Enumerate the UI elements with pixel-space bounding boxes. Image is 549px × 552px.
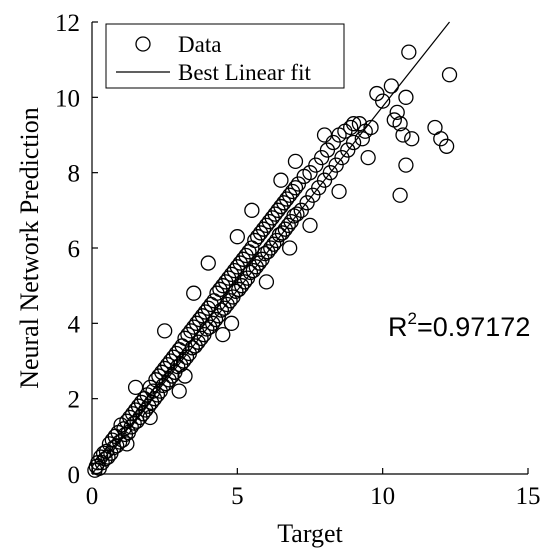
data-point [236, 274, 253, 290]
data-point [287, 180, 304, 196]
data-point [438, 138, 455, 154]
x-axis-title: Target [277, 519, 343, 548]
r-squared-base: R [388, 312, 408, 342]
data-point [170, 358, 186, 375]
data-point [123, 419, 139, 435]
data-point [171, 383, 187, 399]
data-point [345, 116, 362, 132]
x-tick-label: 0 [86, 483, 99, 510]
data-point [386, 112, 402, 128]
x-tick-label: 5 [231, 483, 244, 510]
data-point [94, 455, 110, 471]
data-point [273, 172, 289, 188]
data-point [178, 349, 195, 365]
data-point [266, 236, 282, 252]
data-point [242, 264, 259, 281]
legend-box [105, 23, 345, 89]
data-point [375, 93, 391, 109]
data-point [177, 368, 193, 384]
legend-label-fit: Best Linear fit [178, 60, 311, 85]
data-point [289, 206, 305, 222]
x-tick-label: 10 [370, 483, 395, 510]
data-point [258, 274, 275, 290]
data-point [257, 245, 273, 262]
data-points [87, 44, 458, 478]
data-point [316, 127, 333, 143]
data-point [441, 67, 458, 83]
data-point [193, 330, 209, 347]
data-point [398, 89, 414, 105]
y-axis-title: Neural Network Prediction [15, 107, 44, 389]
data-point [109, 438, 125, 454]
data-point [184, 340, 200, 356]
data-point [155, 377, 171, 394]
data-point [126, 415, 142, 431]
best-linear-fit-line [91, 21, 450, 475]
data-point [395, 127, 411, 143]
y-tick-label: 6 [68, 236, 81, 263]
legend-marker-circle [135, 36, 151, 52]
y-tick-label: 8 [68, 161, 81, 188]
data-point [97, 451, 113, 467]
data-point [207, 311, 224, 328]
data-point [213, 302, 229, 318]
data-point [100, 449, 116, 465]
data-point [199, 321, 215, 337]
r-squared-annotation: R2=0.97172 [388, 309, 530, 342]
data-point [401, 44, 417, 60]
y-tick-label: 12 [55, 10, 80, 37]
ticks: 0 5 10 15 0 2 4 6 8 10 12 [55, 10, 541, 510]
data-point [360, 149, 376, 166]
data-point [343, 119, 359, 136]
y-tick-label: 0 [68, 462, 81, 489]
data-point [398, 157, 414, 173]
y-tick-label: 10 [55, 85, 80, 112]
r-squared-value: =0.97172 [417, 312, 530, 342]
data-point [404, 131, 420, 147]
data-point [164, 368, 180, 384]
data-point [244, 202, 260, 218]
x-tick-label: 15 [516, 483, 541, 510]
data-point [383, 78, 400, 94]
r-squared-exponent: 2 [408, 309, 417, 328]
data-point [200, 255, 216, 271]
data-point [389, 104, 405, 121]
data-point [251, 255, 267, 271]
data-point [271, 227, 288, 243]
data-point [228, 283, 244, 299]
y-tick-label: 2 [68, 387, 81, 414]
data-point [186, 285, 202, 301]
data-point [142, 409, 158, 426]
data-point [331, 183, 347, 200]
y-tick-label: 4 [68, 311, 81, 338]
legend-label-data: Data [178, 32, 221, 57]
data-point [223, 315, 240, 331]
data-point [282, 240, 298, 256]
data-point [302, 217, 318, 234]
data-point [280, 217, 296, 234]
data-point [157, 323, 173, 339]
data-point [345, 134, 362, 151]
data-point [127, 379, 144, 396]
data-point [119, 436, 135, 452]
data-point [215, 326, 231, 343]
data-point [392, 187, 408, 203]
data-point [287, 153, 304, 170]
data-point [149, 387, 166, 403]
legend: Data Best Linear fit [105, 23, 345, 89]
data-point [222, 293, 238, 309]
data-point [229, 229, 245, 245]
